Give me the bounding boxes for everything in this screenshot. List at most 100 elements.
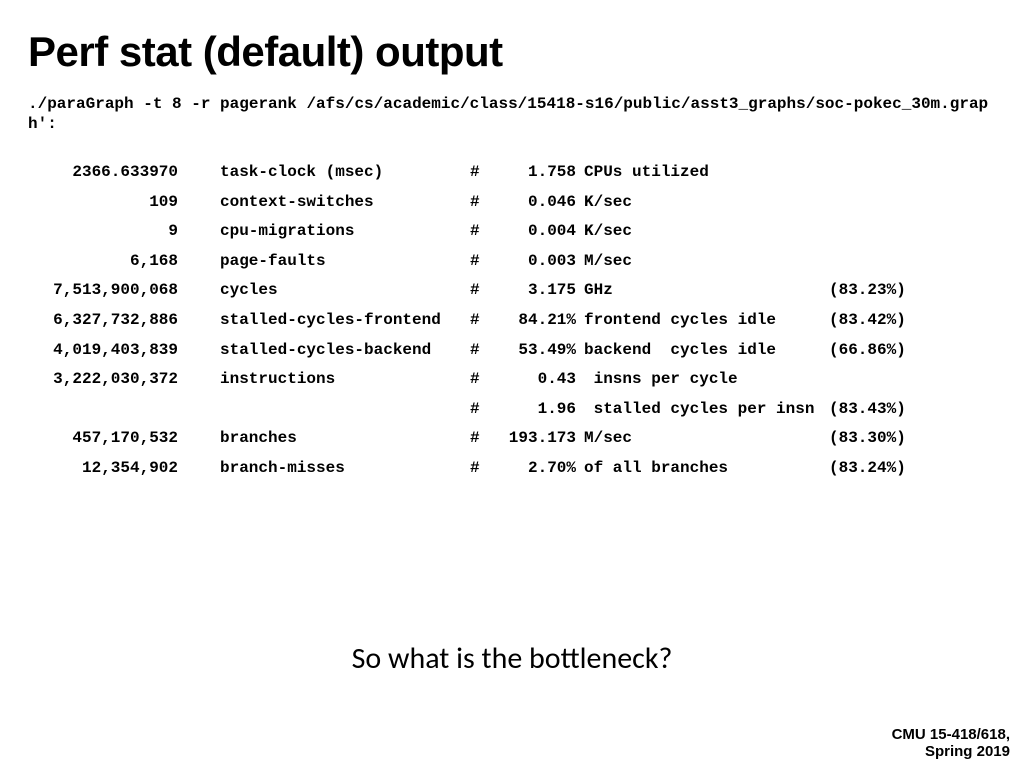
perf-metric: cycles	[220, 276, 470, 306]
gap	[488, 276, 496, 306]
gap	[488, 336, 496, 366]
perf-desc: M/sec	[584, 424, 829, 454]
perf-pct	[829, 365, 919, 395]
hash-icon: #	[470, 217, 488, 247]
perf-desc: of all branches	[584, 454, 829, 484]
hash-icon: #	[470, 395, 488, 425]
hash-icon: #	[470, 276, 488, 306]
perf-metric	[220, 395, 470, 425]
command-line: ./paraGraph -t 8 -r pagerank /afs/cs/aca…	[28, 94, 996, 134]
gap	[178, 306, 220, 336]
gap	[178, 365, 220, 395]
perf-rate: 53.49%	[496, 336, 576, 366]
hash-icon: #	[470, 336, 488, 366]
footer: CMU 15-418/618, Spring 2019	[892, 726, 1010, 761]
question-text: So what is the bottleneck?	[0, 640, 1024, 677]
perf-value: 7,513,900,068	[28, 276, 178, 306]
perf-row: 2366.633970 task-clock (msec)#1.758 CPUs …	[28, 158, 996, 188]
perf-value: 6,168	[28, 247, 178, 277]
perf-row: 3,222,030,372instructions#0.43 insns per…	[28, 365, 996, 395]
perf-rate: 3.175	[496, 276, 576, 306]
gap	[178, 217, 220, 247]
perf-desc: GHz	[584, 276, 829, 306]
hash-icon: #	[470, 188, 488, 218]
perf-value: 457,170,532	[28, 424, 178, 454]
hash-icon: #	[470, 247, 488, 277]
gap	[178, 276, 220, 306]
hash-icon: #	[470, 158, 488, 188]
gap	[178, 247, 220, 277]
perf-metric: stalled-cycles-frontend	[220, 306, 470, 336]
perf-metric: cpu-migrations	[220, 217, 470, 247]
perf-pct	[829, 247, 919, 277]
footer-term: Spring 2019	[892, 743, 1010, 760]
perf-row: 6,327,732,886stalled-cycles-frontend#84.…	[28, 306, 996, 336]
perf-rate: 1.758	[496, 158, 576, 188]
gap	[488, 217, 496, 247]
perf-metric: branch-misses	[220, 454, 470, 484]
gap	[488, 158, 496, 188]
hash-icon: #	[470, 306, 488, 336]
perf-row: 12,354,902 branch-misses#2.70% of all bra…	[28, 454, 996, 484]
perf-desc: M/sec	[584, 247, 829, 277]
gap	[488, 424, 496, 454]
perf-value	[28, 395, 178, 425]
gap	[576, 454, 584, 484]
perf-rate: 2.70%	[496, 454, 576, 484]
gap	[178, 158, 220, 188]
perf-value: 9	[28, 217, 178, 247]
perf-desc: K/sec	[584, 188, 829, 218]
perf-metric: task-clock (msec)	[220, 158, 470, 188]
perf-pct: (83.24%)	[829, 454, 919, 484]
gap	[576, 424, 584, 454]
perf-row: 109context-switches#0.046 K/sec	[28, 188, 996, 218]
hash-icon: #	[470, 365, 488, 395]
gap	[178, 395, 220, 425]
perf-pct	[829, 217, 919, 247]
perf-rate: 1.96	[496, 395, 576, 425]
perf-row: 457,170,532 branches#193.173 M/sec(83.30%…	[28, 424, 996, 454]
perf-row: 7,513,900,068 cycles#3.175 GHz(83.23%)	[28, 276, 996, 306]
perf-row: #1.96 stalled cycles per insn(83.43%)	[28, 395, 996, 425]
perf-metric: page-faults	[220, 247, 470, 277]
perf-desc: backend cycles idle	[584, 336, 829, 366]
perf-value: 6,327,732,886	[28, 306, 178, 336]
perf-value: 12,354,902	[28, 454, 178, 484]
perf-rate: 0.003	[496, 247, 576, 277]
gap	[488, 395, 496, 425]
gap	[576, 188, 584, 218]
perf-rate: 0.004	[496, 217, 576, 247]
gap	[576, 247, 584, 277]
perf-stat-table: 2366.633970task-clock (msec)#1.758 CPUs …	[28, 158, 996, 484]
gap	[488, 247, 496, 277]
perf-metric: branches	[220, 424, 470, 454]
gap	[488, 188, 496, 218]
perf-desc: insns per cycle	[584, 365, 829, 395]
perf-desc: K/sec	[584, 217, 829, 247]
gap	[178, 188, 220, 218]
perf-pct: (83.42%)	[829, 306, 919, 336]
gap	[488, 454, 496, 484]
slide-title: Perf stat (default) output	[28, 28, 996, 76]
perf-desc: CPUs utilized	[584, 158, 829, 188]
perf-desc: stalled cycles per insn	[584, 395, 829, 425]
perf-value: 109	[28, 188, 178, 218]
hash-icon: #	[470, 424, 488, 454]
perf-value: 3,222,030,372	[28, 365, 178, 395]
perf-value: 4,019,403,839	[28, 336, 178, 366]
perf-value: 2366.633970	[28, 158, 178, 188]
perf-metric: stalled-cycles-backend	[220, 336, 470, 366]
footer-course: CMU 15-418/618,	[892, 726, 1010, 743]
perf-pct	[829, 188, 919, 218]
perf-row: 9 cpu-migrations#0.004 K/sec	[28, 217, 996, 247]
hash-icon: #	[470, 454, 488, 484]
perf-pct: (83.23%)	[829, 276, 919, 306]
perf-metric: context-switches	[220, 188, 470, 218]
gap	[576, 158, 584, 188]
slide: Perf stat (default) output ./paraGraph -…	[0, 0, 1024, 768]
perf-rate: 193.173	[496, 424, 576, 454]
gap	[576, 336, 584, 366]
perf-pct: (83.30%)	[829, 424, 919, 454]
gap	[178, 454, 220, 484]
gap	[576, 217, 584, 247]
